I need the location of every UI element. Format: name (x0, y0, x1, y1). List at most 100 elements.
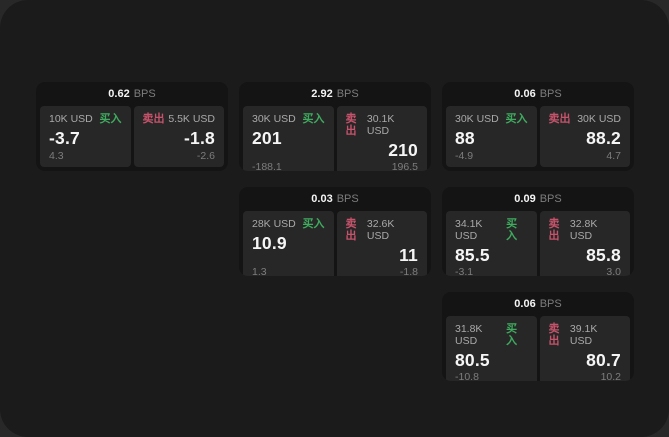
quote-card: 2.92 BPS 30K USD 买入 201 -188.1 卖出 30.1K … (239, 82, 431, 171)
bps-unit-label: BPS (336, 192, 359, 205)
buy-pane[interactable]: 34.1K USD 买入 85.5 -3.1 (446, 211, 537, 276)
quote-card: 0.06 BPS 31.8K USD 买入 80.5 -10.8 卖出 39.1… (442, 292, 634, 381)
sell-pane-top: 卖出 32.8K USD (549, 218, 622, 242)
quote-card: 0.06 BPS 30K USD 买入 88 -4.9 卖出 30K USD 8… (442, 82, 634, 171)
sell-sub-value: 3.0 (606, 266, 621, 276)
sell-pane[interactable]: 卖出 32.6K USD 11 -1.8 (336, 211, 427, 276)
buy-sub-value: -3.1 (455, 266, 474, 276)
sell-amount: 39.1K USD (569, 323, 598, 347)
sell-price: -1.8 (184, 128, 215, 148)
sell-side-label: 卖出 (548, 113, 571, 125)
bps-unit-label: BPS (539, 192, 562, 205)
buy-pane-top: 30K USD 买入 (252, 113, 325, 125)
buy-sub-value: -10.8 (455, 371, 479, 381)
buy-side-label: 买入 (302, 218, 325, 230)
sell-sub-value: 196.5 (391, 161, 418, 171)
sell-pane[interactable]: 卖出 30K USD 88.2 4.7 (539, 106, 630, 167)
card-panes: 30K USD 买入 88 -4.9 卖出 30K USD 88.2 4.7 (442, 106, 634, 171)
buy-sub-value: -188.1 (252, 161, 282, 171)
buy-pane-top: 30K USD 买入 (455, 113, 528, 125)
card-header: 0.06 BPS (442, 292, 634, 316)
sell-amount: 32.6K USD (366, 218, 395, 242)
buy-pane[interactable]: 10K USD 买入 -3.7 4.3 (40, 106, 131, 167)
quote-card: 0.09 BPS 34.1K USD 买入 85.5 -3.1 卖出 32.8K… (442, 187, 634, 276)
buy-side-label: 买入 (506, 218, 518, 242)
sell-pane-top: 卖出 30.1K USD (346, 113, 419, 137)
sell-price: 85.8 (586, 245, 621, 265)
buy-pane-top: 34.1K USD 买入 (455, 218, 528, 242)
bps-value: 0.62 (108, 87, 130, 100)
bps-value: 0.06 (514, 297, 536, 310)
sell-amount: 5.5K USD (168, 113, 215, 125)
sell-price: 80.7 (586, 350, 621, 370)
sell-amount: 30.1K USD (366, 113, 395, 137)
sell-pane-top: 卖出 39.1K USD (549, 323, 622, 347)
card-panes: 34.1K USD 买入 85.5 -3.1 卖出 32.8K USD 85.8… (442, 211, 634, 276)
sell-price: 88.2 (586, 128, 621, 148)
buy-amount: 31.8K USD (455, 323, 483, 347)
sell-sub-value: -2.6 (196, 150, 215, 162)
buy-amount: 10K USD (49, 113, 93, 125)
sell-sub-value: 4.7 (606, 150, 621, 162)
buy-pane-top: 10K USD 买入 (49, 113, 122, 125)
buy-price: 10.9 (252, 233, 287, 253)
buy-pane[interactable]: 28K USD 买入 10.9 1.3 (243, 211, 334, 276)
bps-value: 0.03 (311, 192, 333, 205)
sell-pane[interactable]: 卖出 5.5K USD -1.8 -2.6 (133, 106, 224, 167)
buy-side-label: 买入 (99, 113, 122, 125)
buy-price: 88 (455, 128, 475, 148)
sell-pane[interactable]: 卖出 32.8K USD 85.8 3.0 (539, 211, 630, 276)
card-panes: 28K USD 买入 10.9 1.3 卖出 32.6K USD 11 -1.8 (239, 211, 431, 276)
buy-pane-top: 28K USD 买入 (252, 218, 325, 230)
buy-sub-value: 1.3 (252, 266, 267, 276)
sell-pane[interactable]: 卖出 30.1K USD 210 196.5 (336, 106, 427, 171)
buy-sub-value: 4.3 (49, 150, 64, 162)
card-header: 0.09 BPS (442, 187, 634, 211)
buy-amount: 34.1K USD (455, 218, 483, 242)
bps-unit-label: BPS (336, 87, 359, 100)
sell-side-label: 卖出 (548, 323, 560, 347)
card-header: 0.03 BPS (239, 187, 431, 211)
card-panes: 10K USD 买入 -3.7 4.3 卖出 5.5K USD -1.8 -2.… (36, 106, 228, 171)
sell-amount: 30K USD (577, 113, 621, 125)
buy-pane[interactable]: 31.8K USD 买入 80.5 -10.8 (446, 316, 537, 381)
quote-card: 0.62 BPS 10K USD 买入 -3.7 4.3 卖出 5.5K USD… (36, 82, 228, 171)
buy-price: 201 (252, 128, 282, 148)
buy-amount: 30K USD (455, 113, 499, 125)
buy-amount: 30K USD (252, 113, 296, 125)
buy-side-label: 买入 (505, 113, 528, 125)
bps-value: 0.06 (514, 87, 536, 100)
card-header: 0.06 BPS (442, 82, 634, 106)
sell-pane-top: 卖出 30K USD (549, 113, 622, 125)
card-panes: 30K USD 买入 201 -188.1 卖出 30.1K USD 210 1… (239, 106, 431, 171)
sell-pane[interactable]: 卖出 39.1K USD 80.7 10.2 (539, 316, 630, 381)
buy-side-label: 买入 (302, 113, 325, 125)
bps-value: 0.09 (514, 192, 536, 205)
sell-side-label: 卖出 (548, 218, 560, 242)
buy-pane[interactable]: 30K USD 买入 88 -4.9 (446, 106, 537, 167)
card-header: 2.92 BPS (239, 82, 431, 106)
quote-card: 0.03 BPS 28K USD 买入 10.9 1.3 卖出 32.6K US… (239, 187, 431, 276)
buy-price: 85.5 (455, 245, 490, 265)
sell-pane-top: 卖出 32.6K USD (346, 218, 419, 242)
sell-side-label: 卖出 (345, 218, 357, 242)
sell-sub-value: 10.2 (600, 371, 621, 381)
sell-price: 210 (388, 140, 418, 160)
buy-sub-value: -4.9 (455, 150, 474, 162)
quotes-grid: 0.62 BPS 10K USD 买入 -3.7 4.3 卖出 5.5K USD… (36, 82, 634, 381)
sell-side-label: 卖出 (142, 113, 165, 125)
bps-unit-label: BPS (539, 297, 562, 310)
bps-unit-label: BPS (133, 87, 156, 100)
sell-side-label: 卖出 (345, 113, 357, 137)
buy-pane[interactable]: 30K USD 买入 201 -188.1 (243, 106, 334, 171)
card-header: 0.62 BPS (36, 82, 228, 106)
buy-pane-top: 31.8K USD 买入 (455, 323, 528, 347)
bps-value: 2.92 (311, 87, 333, 100)
sell-sub-value: -1.8 (399, 266, 418, 276)
card-panes: 31.8K USD 买入 80.5 -10.8 卖出 39.1K USD 80.… (442, 316, 634, 381)
buy-side-label: 买入 (506, 323, 518, 347)
sell-price: 11 (399, 245, 418, 265)
buy-amount: 28K USD (252, 218, 296, 230)
buy-price: 80.5 (455, 350, 490, 370)
